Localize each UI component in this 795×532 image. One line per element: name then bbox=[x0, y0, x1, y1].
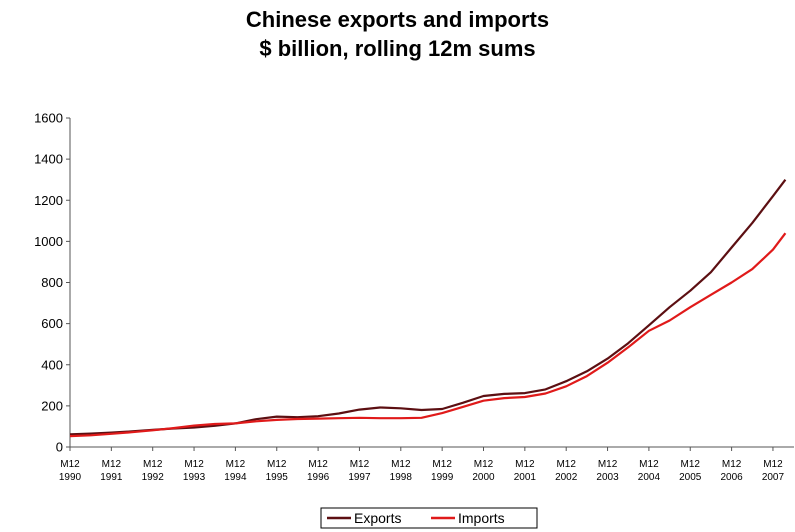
x-tick-label-month: M12 bbox=[102, 459, 122, 470]
legend-box bbox=[320, 507, 538, 529]
x-axis-ticks: M12 1990 M12 1991 M12 1992 M12 1993 M12 1994 M12 19… bbox=[59, 447, 785, 483]
x-tick-label-month: M12 bbox=[474, 459, 494, 470]
y-tick-label: 800 bbox=[41, 275, 63, 290]
y-axis-ticks: 0 200 400 600 800 1000 1200 1400 1600 bbox=[34, 111, 70, 455]
x-tick-label-year: 2004 bbox=[638, 472, 661, 483]
y-tick-label: 0 bbox=[56, 440, 63, 455]
y-tick-label: 200 bbox=[41, 398, 63, 413]
y-tick-label: 1200 bbox=[34, 193, 63, 208]
x-tick-label-year: 2000 bbox=[472, 472, 495, 483]
chart-title: Chinese exports and imports bbox=[245, 7, 550, 32]
x-tick-label-month: M12 bbox=[722, 459, 742, 470]
series-line-imports bbox=[69, 232, 787, 438]
x-tick-label-year: 1998 bbox=[390, 472, 413, 483]
chart-subtitle: $ billion, rolling 12m sums bbox=[259, 36, 536, 61]
x-tick-label-year: 1994 bbox=[224, 472, 247, 483]
y-tick-label: 600 bbox=[41, 316, 63, 331]
x-tick-label-month: M12 bbox=[391, 459, 411, 470]
x-tick-label-month: M12 bbox=[143, 459, 163, 470]
x-tick-label-year: 2003 bbox=[596, 472, 619, 483]
x-tick-label-year: 1993 bbox=[183, 472, 206, 483]
y-tick-label: 400 bbox=[41, 357, 63, 372]
x-tick-label-year: 1991 bbox=[100, 472, 123, 483]
x-tick-label-year: 2007 bbox=[762, 472, 785, 483]
axes bbox=[69, 118, 794, 448]
x-tick-label-month: M12 bbox=[350, 459, 370, 470]
x-tick-label-month: M12 bbox=[556, 459, 576, 470]
x-tick-label-month: M12 bbox=[226, 459, 246, 470]
x-tick-label-month: M12 bbox=[60, 459, 80, 470]
x-tick-label-year: 1995 bbox=[266, 472, 289, 483]
legend-label-imports: Imports bbox=[458, 510, 505, 526]
x-tick-label-year: 1997 bbox=[348, 472, 371, 483]
series-line-exports bbox=[69, 179, 787, 436]
x-tick-label-year: 1996 bbox=[307, 472, 330, 483]
x-tick-label-month: M12 bbox=[308, 459, 328, 470]
x-tick-label-month: M12 bbox=[184, 459, 204, 470]
x-tick-label-year: 1990 bbox=[59, 472, 82, 483]
y-tick-label: 1600 bbox=[34, 111, 63, 126]
x-tick-label-year: 1999 bbox=[431, 472, 454, 483]
x-tick-label-year: 2002 bbox=[555, 472, 578, 483]
x-tick-label-month: M12 bbox=[681, 459, 701, 470]
x-tick-label-month: M12 bbox=[598, 459, 618, 470]
x-tick-label-month: M12 bbox=[763, 459, 783, 470]
x-tick-label-year: 2006 bbox=[720, 472, 743, 483]
x-tick-label-month: M12 bbox=[432, 459, 452, 470]
x-tick-label-year: 1992 bbox=[142, 472, 165, 483]
x-tick-label-month: M12 bbox=[639, 459, 659, 470]
x-tick-label-year: 2005 bbox=[679, 472, 702, 483]
x-tick-label-month: M12 bbox=[267, 459, 287, 470]
legend: Exports Imports bbox=[320, 507, 538, 529]
x-tick-label-year: 2001 bbox=[514, 472, 537, 483]
legend-label-exports: Exports bbox=[354, 510, 401, 526]
series-lines bbox=[69, 179, 787, 438]
x-tick-label-month: M12 bbox=[515, 459, 535, 470]
y-tick-label: 1400 bbox=[34, 152, 63, 167]
y-tick-label: 1000 bbox=[34, 234, 63, 249]
